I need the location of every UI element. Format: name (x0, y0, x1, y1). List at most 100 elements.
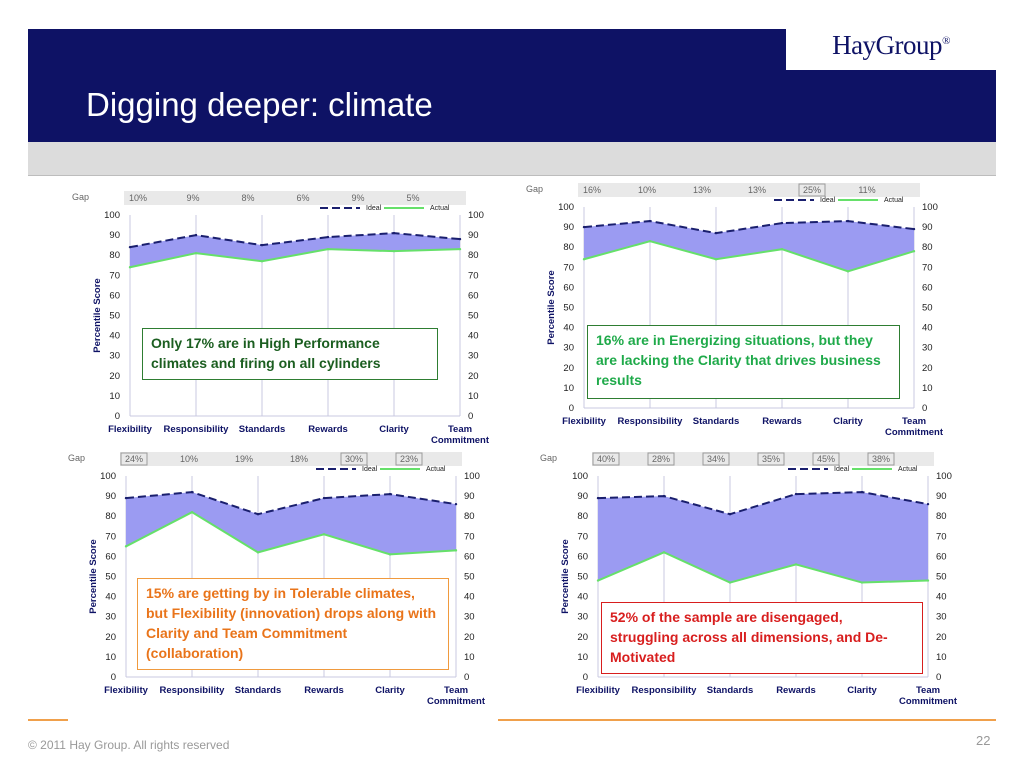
gap-value: 5% (406, 193, 419, 203)
y-tick-right: 70 (936, 531, 947, 542)
y-tick-left: 80 (577, 511, 588, 522)
y-tick-right: 0 (936, 672, 941, 683)
gap-value: 10% (180, 454, 198, 464)
x-category-label: Flexibility (108, 424, 153, 435)
y-tick-left: 90 (563, 222, 574, 233)
gap-value: 10% (638, 185, 656, 195)
y-tick-right: 60 (922, 282, 933, 293)
ideal-point (728, 512, 732, 516)
gap-value: 6% (296, 193, 309, 203)
y-axis-label: Percentile Score (546, 270, 557, 344)
actual-point (728, 581, 732, 584)
y-tick-left: 90 (577, 491, 588, 502)
actual-point (794, 563, 798, 566)
gap-label: Gap (526, 184, 543, 194)
y-tick-left: 80 (109, 250, 120, 261)
legend-ideal-label: Ideal (366, 205, 382, 212)
y-tick-left: 0 (115, 411, 120, 422)
actual-series-line (597, 551, 929, 584)
y-tick-left: 20 (577, 632, 588, 643)
page-number: 22 (976, 733, 991, 748)
y-tick-right: 50 (464, 572, 475, 583)
y-tick-right: 10 (468, 391, 479, 402)
gap-value: 16% (583, 185, 601, 195)
y-tick-right: 0 (464, 672, 469, 683)
ideal-point (388, 492, 392, 496)
ideal-point (458, 237, 462, 241)
y-tick-right: 70 (922, 262, 933, 273)
y-tick-right: 100 (464, 471, 480, 482)
y-tick-right: 60 (468, 290, 479, 301)
gap-highlight-box (647, 452, 675, 466)
y-tick-right: 70 (468, 270, 479, 281)
gap-value: 38% (872, 454, 890, 464)
actual-series-line (129, 248, 461, 269)
gap-highlight-box (757, 452, 785, 466)
ideal-point (128, 245, 132, 249)
gap-highlight-box (702, 452, 730, 466)
gap-value: 9% (186, 193, 199, 203)
y-tick-left: 60 (577, 551, 588, 562)
actual-point (596, 579, 600, 582)
actual-point (846, 270, 850, 273)
y-tick-left: 100 (100, 471, 116, 482)
chart-tolerable: Gap 24% 10% 19% 18% 30% 23% 0 0 10 10 20 20 30 30 40 40 5… (68, 452, 486, 707)
y-tick-right: 90 (464, 491, 475, 502)
y-tick-right: 40 (468, 331, 479, 342)
y-tick-right: 90 (936, 491, 947, 502)
y-tick-right: 80 (936, 511, 947, 522)
ideal-point (860, 490, 864, 494)
legend-actual-label: Actual (884, 197, 904, 204)
ideal-point (926, 502, 930, 506)
actual-point (260, 260, 264, 263)
registered-mark: ® (942, 34, 950, 47)
gap-value: 24% (125, 454, 143, 464)
y-tick-right: 20 (464, 632, 475, 643)
x-category-label: Team (902, 416, 926, 427)
logo-text: HayGroup® (832, 30, 950, 61)
y-tick-right: 100 (468, 210, 484, 221)
gap-highlight-box (395, 452, 423, 466)
ideal-point (714, 231, 718, 235)
callout-demotivated: 52% of the sample are disengaged, strugg… (601, 602, 923, 674)
x-category-label: Rewards (776, 685, 816, 696)
gap-value: 23% (400, 454, 418, 464)
gap-highlight-box (120, 452, 148, 466)
y-tick-left: 30 (563, 343, 574, 354)
y-tick-right: 30 (468, 351, 479, 362)
x-category-label: Rewards (304, 685, 344, 696)
y-tick-left: 80 (105, 511, 116, 522)
x-category-label: Standards (693, 416, 739, 427)
y-tick-right: 60 (464, 551, 475, 562)
actual-point (388, 553, 392, 556)
x-category-label: Commitment (885, 427, 944, 438)
x-category-label: Responsibility (164, 424, 230, 435)
x-category-label: Clarity (379, 424, 409, 435)
y-tick-left: 40 (105, 592, 116, 603)
gap-area (584, 221, 914, 272)
actual-point (128, 266, 132, 269)
y-tick-left: 0 (111, 672, 116, 683)
y-tick-left: 30 (105, 612, 116, 623)
y-tick-left: 50 (563, 303, 574, 314)
actual-point (662, 551, 666, 554)
x-category-label: Standards (235, 685, 281, 696)
x-category-label: Commitment (431, 435, 490, 446)
y-tick-right: 50 (468, 311, 479, 322)
actual-point (714, 258, 718, 261)
y-tick-right: 40 (936, 592, 947, 603)
gap-area (130, 233, 460, 268)
gap-strip (578, 183, 920, 197)
y-tick-left: 60 (105, 551, 116, 562)
actual-point (190, 510, 194, 514)
legend-actual-label: Actual (898, 466, 918, 473)
y-axis-label: Percentile Score (92, 278, 103, 352)
y-tick-left: 50 (577, 572, 588, 583)
y-tick-left: 40 (577, 592, 588, 603)
y-tick-right: 0 (922, 403, 927, 414)
gap-value: 13% (748, 185, 766, 195)
y-tick-right: 10 (464, 652, 475, 663)
y-tick-left: 0 (569, 403, 574, 414)
logo-name: HayGroup (832, 29, 943, 60)
y-tick-left: 70 (105, 531, 116, 542)
